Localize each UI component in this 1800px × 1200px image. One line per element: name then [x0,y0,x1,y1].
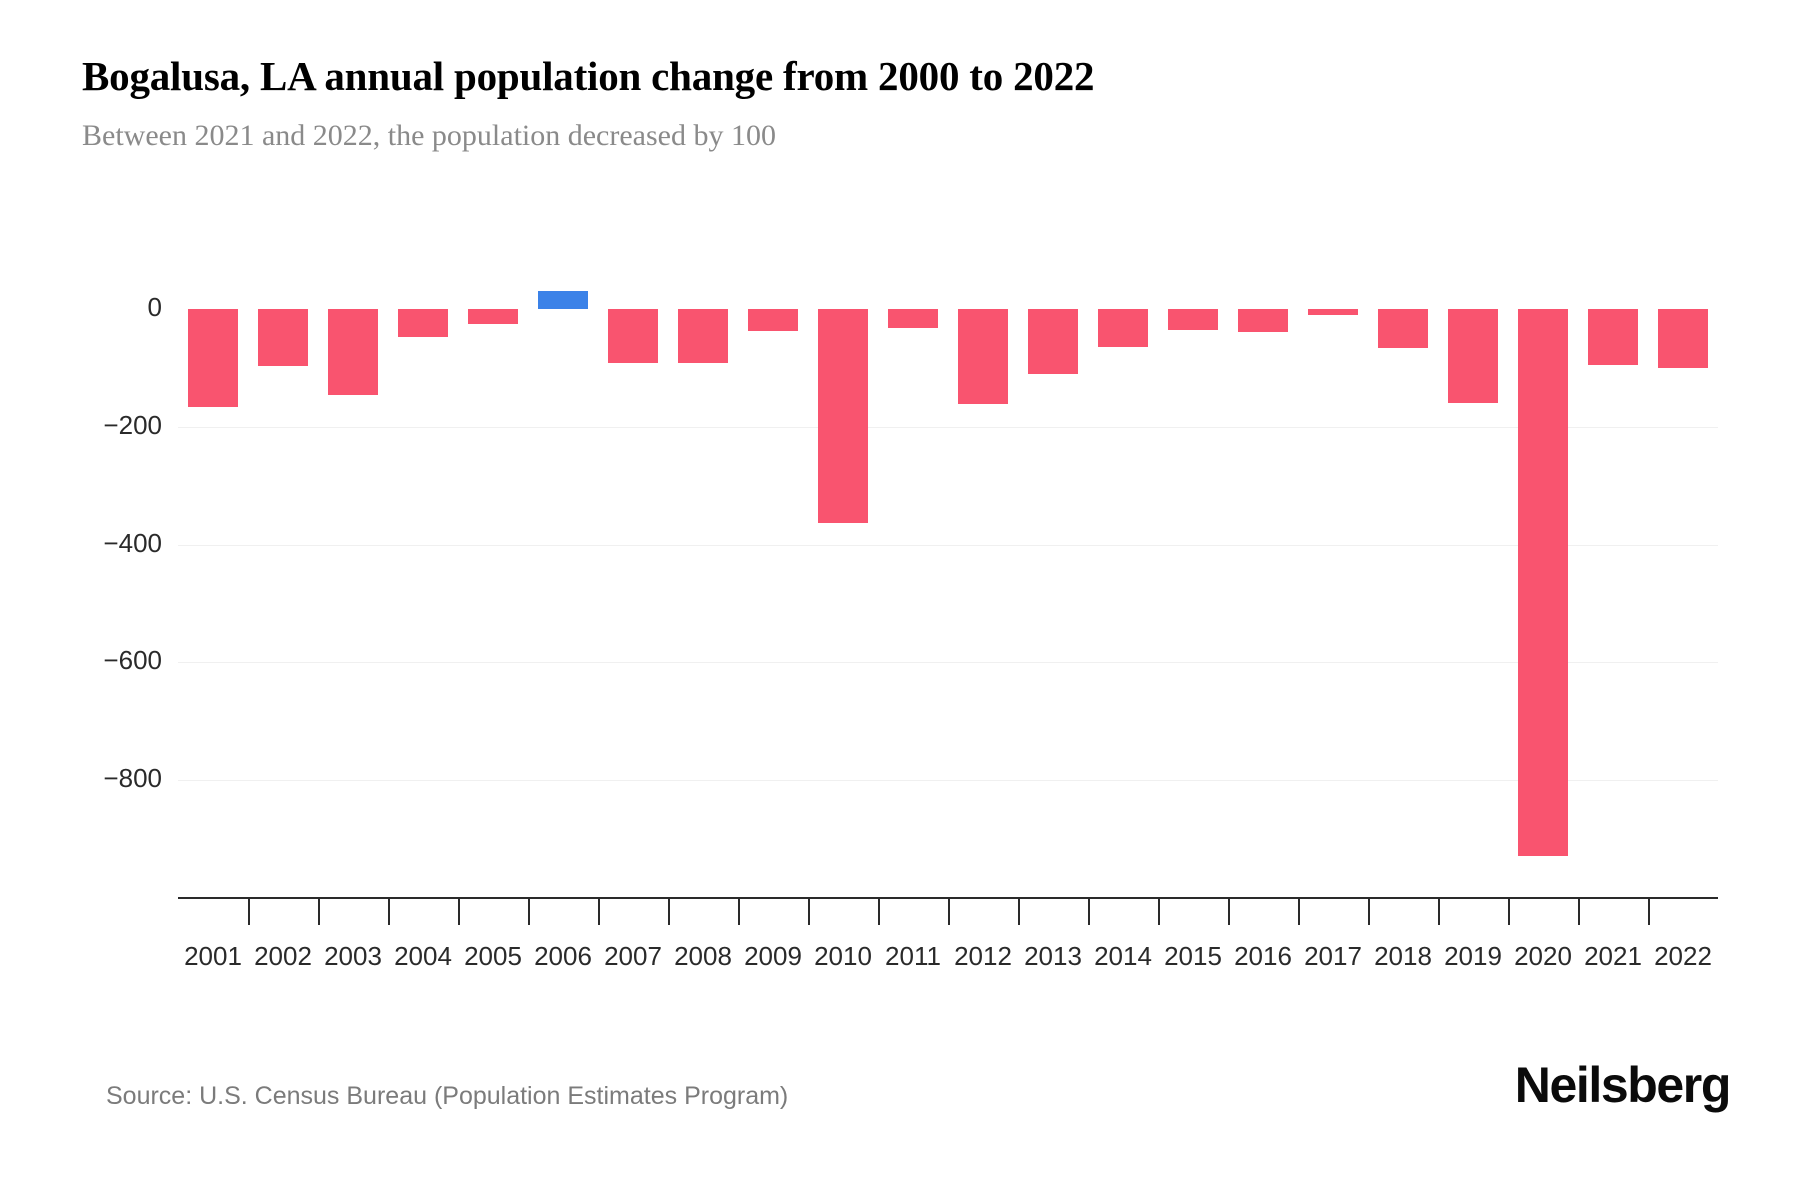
x-axis-tick-label: 2007 [604,941,662,971]
x-axis-tick-label: 2009 [744,941,802,971]
x-axis-tick-label: 2013 [1024,941,1082,971]
gridline [178,780,1718,782]
bar-2011[interactable] [887,308,939,328]
x-axis-tick-label: 2017 [1304,941,1362,971]
x-axis-tick-label: 2004 [394,941,452,971]
bar-2010[interactable] [817,308,869,524]
bar-2014[interactable] [1097,308,1149,348]
x-axis-tick [738,899,740,925]
x-axis-tick [1368,899,1370,925]
brand-logo: Neilsberg [1514,1057,1732,1113]
plot-area [178,250,1718,898]
bar-2009[interactable] [747,308,799,331]
x-axis-tick [248,899,250,925]
x-axis-tick [1508,899,1510,925]
bar-2016[interactable] [1237,308,1289,333]
x-axis-tick-label: 2001 [184,941,242,971]
bar-2001[interactable] [187,308,239,407]
bar-2002[interactable] [257,308,309,367]
bar-2007[interactable] [607,308,659,364]
x-axis-tick [1018,899,1020,925]
bar-2015[interactable] [1167,308,1219,330]
x-axis-tick [388,899,390,925]
x-axis-tick [598,899,600,925]
x-axis-tick-label: 2003 [324,941,382,971]
x-axis-tick [1228,899,1230,925]
x-axis-tick-label: 2005 [464,941,522,971]
y-axis-tick-label: −200 [103,409,162,440]
y-axis-tick-labels: 0 −200 −400 −600 −800 [80,250,162,898]
x-axis-tick-label: 2010 [814,941,872,971]
gridline [178,426,1718,428]
bar-2019[interactable] [1447,308,1499,404]
bar-2003[interactable] [327,308,379,395]
chart-subtitle: Between 2021 and 2022, the population de… [82,119,776,152]
x-axis-tick-label: 2014 [1094,941,1152,971]
chart-header: Bogalusa, LA annual population change fr… [82,50,1722,156]
x-axis-tick-label: 2015 [1164,941,1222,971]
page-title: Bogalusa, LA annual population change fr… [82,53,1095,99]
bar-series [178,250,1718,898]
x-axis-tick [1158,899,1160,925]
x-axis-tick [668,899,670,925]
x-axis-tick-label: 2006 [534,941,592,971]
gridline [178,662,1718,664]
x-axis-tick [948,899,950,925]
bar-2004[interactable] [397,308,449,338]
bar-2013[interactable] [1027,308,1079,374]
x-axis-tick-label: 2022 [1654,941,1712,971]
x-axis-tick [808,899,810,925]
x-axis-tick [878,899,880,925]
x-axis-tick [1578,899,1580,925]
source-note: Source: U.S. Census Bureau (Population E… [106,1082,789,1110]
x-axis-tick [528,899,530,925]
bar-2008[interactable] [677,308,729,364]
bar-2005[interactable] [467,308,519,324]
x-axis-tick-label: 2021 [1584,941,1642,971]
x-axis-tick [1648,899,1650,925]
x-axis-tick [318,899,320,925]
x-axis-tick [1438,899,1440,925]
bar-2021[interactable] [1587,308,1639,365]
y-axis-tick-label: −600 [103,645,162,676]
x-axis-tick-label: 2020 [1514,941,1572,971]
y-axis-tick-label: −400 [103,527,162,558]
y-axis-tick-label: −800 [103,763,162,794]
bar-2020[interactable] [1517,308,1569,856]
y-axis-tick-label: 0 [147,291,162,322]
bar-2018[interactable] [1377,308,1429,349]
x-axis-tick [1088,899,1090,925]
x-axis-tick-label: 2018 [1374,941,1432,971]
x-axis-tick-label: 2008 [674,941,732,971]
x-axis-tick [1298,899,1300,925]
bar-2022[interactable] [1657,308,1709,368]
x-axis-tick-label: 2011 [885,941,941,971]
x-axis-tick-label: 2002 [254,941,312,971]
x-axis-line [178,897,1718,899]
x-axis-tick [458,899,460,925]
bar-2012[interactable] [957,308,1009,405]
gridline [178,544,1718,546]
x-axis-tick-label: 2012 [954,941,1012,971]
x-axis-tick-label: 2019 [1444,941,1502,971]
x-axis-tick-label: 2016 [1234,941,1292,971]
bar-2006[interactable] [537,291,589,309]
bar-2017[interactable] [1307,308,1359,316]
